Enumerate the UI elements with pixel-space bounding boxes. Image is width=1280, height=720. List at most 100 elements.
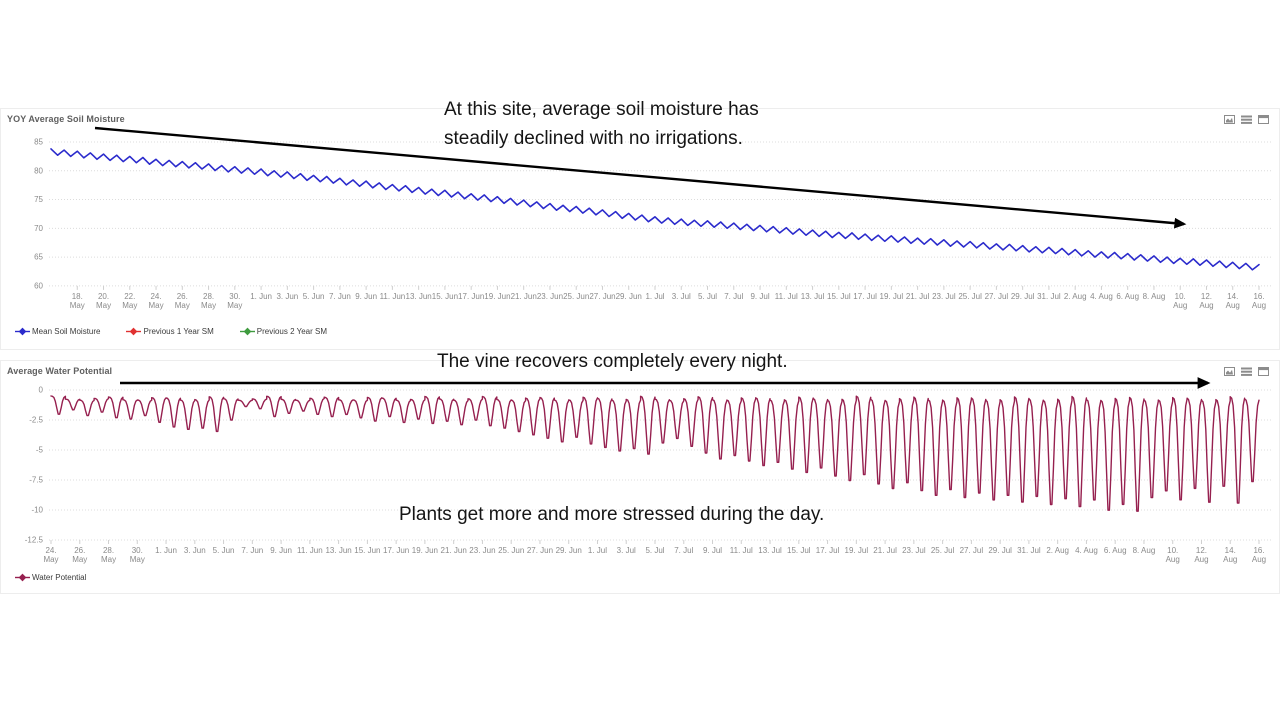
svg-text:25. Jun: 25. Jun xyxy=(498,546,524,555)
svg-text:7. Jun: 7. Jun xyxy=(329,292,351,301)
svg-text:12.: 12. xyxy=(1196,546,1207,555)
svg-text:-12.5: -12.5 xyxy=(25,536,44,545)
legend-item-mean-soil-moisture[interactable]: Mean Soil Moisture xyxy=(15,327,100,336)
svg-text:11. Jul: 11. Jul xyxy=(775,292,798,301)
svg-text:28.: 28. xyxy=(203,292,214,301)
svg-text:29. Jun: 29. Jun xyxy=(616,292,642,301)
legend-marker-icon xyxy=(126,327,142,336)
svg-text:17. Jun: 17. Jun xyxy=(458,292,484,301)
chart-toolbar xyxy=(1224,114,1269,125)
chart-title: Average Water Potential xyxy=(7,366,113,376)
svg-text:31. Jul: 31. Jul xyxy=(1037,292,1061,301)
svg-text:31. Jul: 31. Jul xyxy=(1017,546,1041,555)
chart-title: YOY Average Soil Moisture xyxy=(7,114,125,124)
svg-text:9. Jun: 9. Jun xyxy=(270,546,292,555)
svg-text:7. Jul: 7. Jul xyxy=(674,546,693,555)
svg-text:-2.5: -2.5 xyxy=(29,416,43,425)
chart-toolbar xyxy=(1224,366,1269,377)
table-view-icon[interactable] xyxy=(1241,366,1252,377)
svg-text:21. Jul: 21. Jul xyxy=(873,546,897,555)
soil-moisture-annotation: At this site, average soil moisture has … xyxy=(444,95,759,153)
svg-text:7. Jun: 7. Jun xyxy=(241,546,263,555)
day-stress-annotation: Plants get more and more stressed during… xyxy=(399,504,825,525)
svg-text:9. Jun: 9. Jun xyxy=(355,292,377,301)
svg-text:Aug: Aug xyxy=(1166,555,1180,564)
svg-text:16.: 16. xyxy=(1253,292,1264,301)
svg-text:2. Aug: 2. Aug xyxy=(1046,546,1069,555)
svg-text:13. Jul: 13. Jul xyxy=(801,292,825,301)
annotation-line: At this site, average soil moisture has xyxy=(444,99,759,120)
svg-text:5. Jun: 5. Jun xyxy=(303,292,325,301)
svg-text:May: May xyxy=(122,301,137,310)
svg-text:May: May xyxy=(101,555,116,564)
svg-text:-5: -5 xyxy=(36,446,44,455)
svg-text:65: 65 xyxy=(34,253,43,262)
bar-chart-icon[interactable] xyxy=(1224,366,1235,377)
svg-text:25. Jul: 25. Jul xyxy=(958,292,982,301)
svg-text:80: 80 xyxy=(34,166,43,175)
svg-text:85: 85 xyxy=(34,138,43,147)
svg-text:May: May xyxy=(72,555,87,564)
svg-text:13. Jul: 13. Jul xyxy=(758,546,782,555)
night-recovery-annotation: The vine recovers completely every night… xyxy=(437,351,788,372)
table-view-icon[interactable] xyxy=(1241,114,1252,125)
bar-chart-icon[interactable] xyxy=(1224,114,1235,125)
svg-text:11. Jun: 11. Jun xyxy=(380,292,406,301)
svg-text:15. Jun: 15. Jun xyxy=(432,292,458,301)
legend-label: Previous 2 Year SM xyxy=(256,327,328,336)
svg-text:23. Jun: 23. Jun xyxy=(469,546,495,555)
svg-text:1. Jun: 1. Jun xyxy=(250,292,272,301)
svg-text:Aug: Aug xyxy=(1194,555,1208,564)
water-potential-chart-panel: Average Water Potential 0 -2.5 -5 -7.5 -10 -1… xyxy=(0,360,1280,594)
svg-text:10.: 10. xyxy=(1167,546,1178,555)
svg-text:10.: 10. xyxy=(1175,292,1186,301)
svg-text:24.: 24. xyxy=(45,546,56,555)
svg-text:60: 60 xyxy=(34,281,43,290)
svg-text:15. Jul: 15. Jul xyxy=(827,292,851,301)
svg-text:27. Jul: 27. Jul xyxy=(960,546,984,555)
svg-text:1. Jun: 1. Jun xyxy=(155,546,177,555)
legend-item-previous-1-year-sm[interactable]: Previous 1 Year SM xyxy=(126,327,214,336)
svg-text:16.: 16. xyxy=(1253,546,1264,555)
svg-text:25. Jun: 25. Jun xyxy=(563,292,589,301)
svg-text:17. Jul: 17. Jul xyxy=(816,546,840,555)
svg-text:25. Jul: 25. Jul xyxy=(931,546,955,555)
svg-text:23. Jul: 23. Jul xyxy=(902,546,926,555)
svg-text:-7.5: -7.5 xyxy=(29,476,43,485)
svg-text:21. Jun: 21. Jun xyxy=(441,546,467,555)
window-icon[interactable] xyxy=(1258,366,1269,377)
svg-text:May: May xyxy=(201,301,216,310)
svg-text:29. Jul: 29. Jul xyxy=(1011,292,1035,301)
svg-text:May: May xyxy=(96,301,111,310)
legend-marker-icon xyxy=(15,573,30,582)
svg-text:11. Jul: 11. Jul xyxy=(730,546,753,555)
svg-text:May: May xyxy=(130,555,145,564)
svg-text:70: 70 xyxy=(34,224,43,233)
svg-text:27. Jul: 27. Jul xyxy=(985,292,1009,301)
legend-marker-icon xyxy=(239,327,255,336)
svg-text:14.: 14. xyxy=(1227,292,1238,301)
svg-text:Aug: Aug xyxy=(1173,301,1187,310)
svg-text:5. Jun: 5. Jun xyxy=(213,546,235,555)
svg-text:22.: 22. xyxy=(124,292,135,301)
svg-text:5. Jul: 5. Jul xyxy=(698,292,717,301)
legend-item-water-potential[interactable]: Water Potential xyxy=(15,573,86,582)
svg-text:1. Jul: 1. Jul xyxy=(588,546,607,555)
svg-text:May: May xyxy=(43,555,58,564)
legend-marker-icon xyxy=(15,327,30,336)
svg-text:19. Jul: 19. Jul xyxy=(880,292,904,301)
svg-text:15. Jul: 15. Jul xyxy=(787,546,811,555)
window-icon[interactable] xyxy=(1258,114,1269,125)
svg-text:3. Jul: 3. Jul xyxy=(672,292,691,301)
legend-item-previous-2-year-sm[interactable]: Previous 2 Year SM xyxy=(239,327,328,336)
svg-text:29. Jul: 29. Jul xyxy=(988,546,1012,555)
svg-text:23. Jun: 23. Jun xyxy=(537,292,563,301)
svg-text:9. Jul: 9. Jul xyxy=(750,292,769,301)
legend-label: Previous 1 Year SM xyxy=(143,327,214,336)
legend-label: Water Potential xyxy=(32,573,87,582)
svg-text:3. Jun: 3. Jun xyxy=(276,292,298,301)
svg-text:Aug: Aug xyxy=(1252,555,1266,564)
svg-text:23. Jul: 23. Jul xyxy=(932,292,956,301)
svg-text:Aug: Aug xyxy=(1223,555,1237,564)
